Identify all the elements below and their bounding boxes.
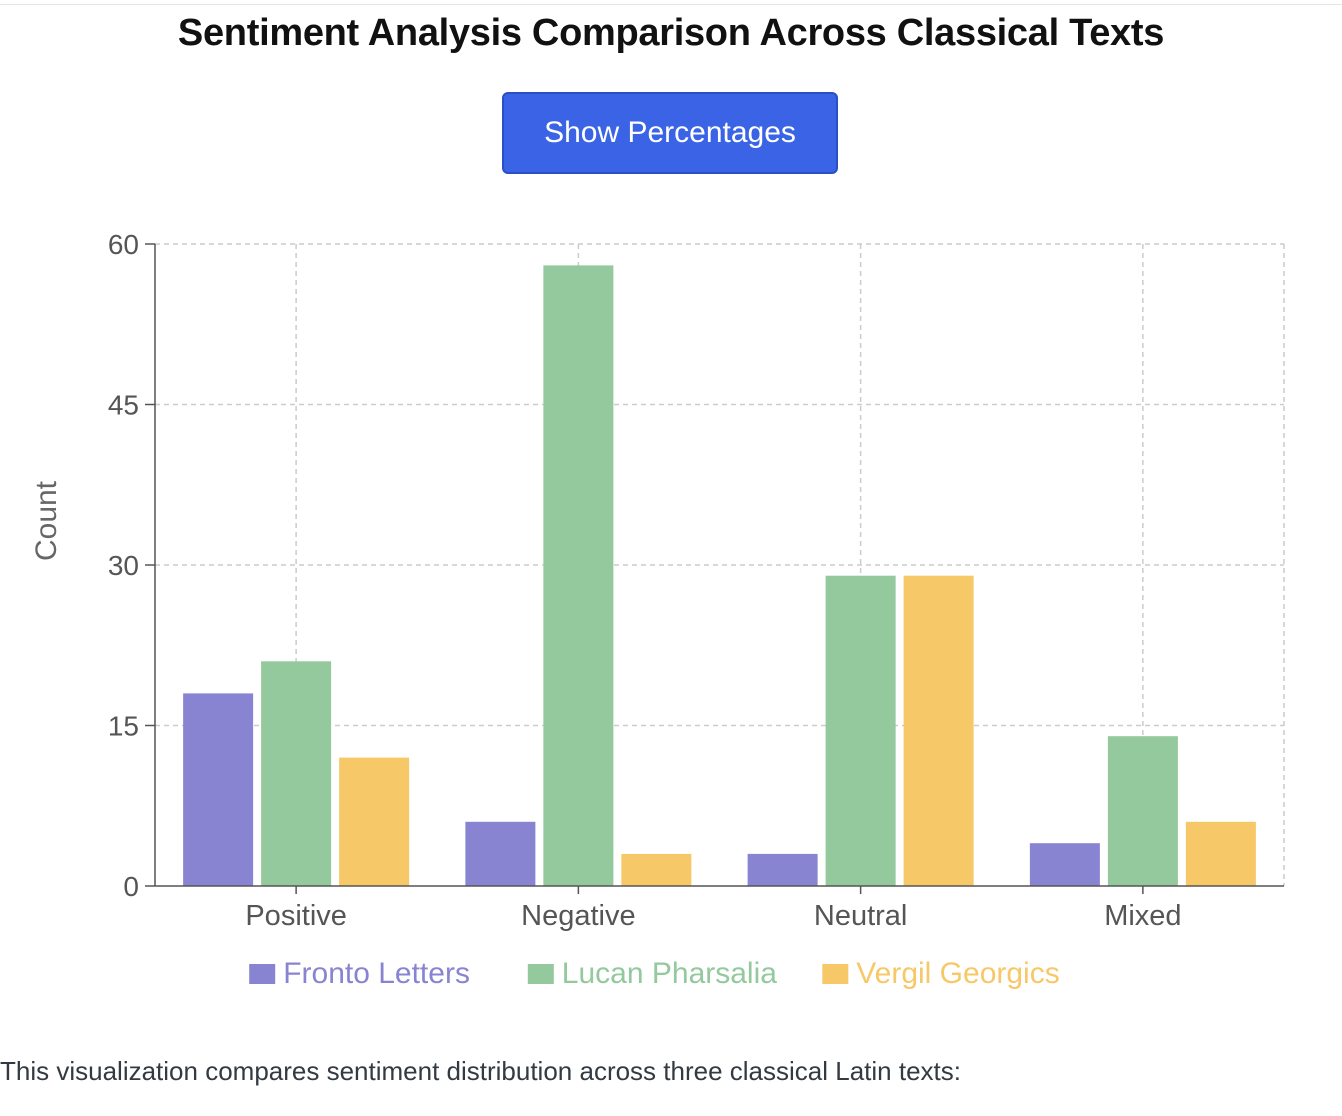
bar-neutral-lucan-pharsalia bbox=[825, 575, 896, 886]
y-tick-label: 0 bbox=[123, 871, 139, 902]
bar-negative-vergil-georgics bbox=[621, 853, 692, 886]
bar-mixed-lucan-pharsalia bbox=[1107, 736, 1178, 886]
y-tick-label: 45 bbox=[108, 390, 139, 421]
top-divider bbox=[0, 4, 1342, 5]
page-title: Sentiment Analysis Comparison Across Cla… bbox=[177, 12, 1165, 54]
y-axis-title: Count bbox=[30, 480, 63, 561]
bar-neutral-fronto-letters bbox=[747, 853, 818, 886]
chart-description: This visualization compares sentiment di… bbox=[0, 1056, 961, 1086]
x-tick-label: Positive bbox=[245, 900, 347, 932]
y-tick-label: 15 bbox=[108, 711, 139, 742]
x-tick-label: Neutral bbox=[814, 900, 908, 932]
legend-label: Lucan Pharsalia bbox=[562, 957, 777, 990]
legend-label: Fronto Letters bbox=[283, 957, 470, 990]
bar-negative-lucan-pharsalia bbox=[543, 265, 614, 886]
bar-negative-fronto-letters bbox=[465, 821, 536, 886]
bar-positive-fronto-letters bbox=[183, 693, 254, 886]
bar-positive-vergil-georgics bbox=[339, 757, 410, 886]
legend-swatch bbox=[822, 964, 849, 984]
bar-mixed-fronto-letters bbox=[1029, 843, 1100, 886]
bar-mixed-vergil-georgics bbox=[1185, 821, 1256, 886]
x-tick-label: Negative bbox=[521, 900, 635, 932]
x-tick-label: Mixed bbox=[1104, 900, 1181, 932]
y-tick-label: 60 bbox=[108, 229, 139, 260]
legend-label: Vergil Georgics bbox=[856, 957, 1059, 990]
legend-swatch bbox=[527, 964, 554, 984]
show-percentages-button[interactable]: Show Percentages bbox=[502, 92, 838, 174]
bar-positive-lucan-pharsalia bbox=[261, 661, 332, 886]
legend-swatch bbox=[249, 964, 276, 984]
sentiment-bar-chart: 0 15 30 45 60 Positive Negative Neutral Mixed Cou… bbox=[30, 229, 1285, 990]
y-tick-label: 30 bbox=[108, 550, 139, 581]
bar-neutral-vergil-georgics bbox=[903, 575, 974, 886]
